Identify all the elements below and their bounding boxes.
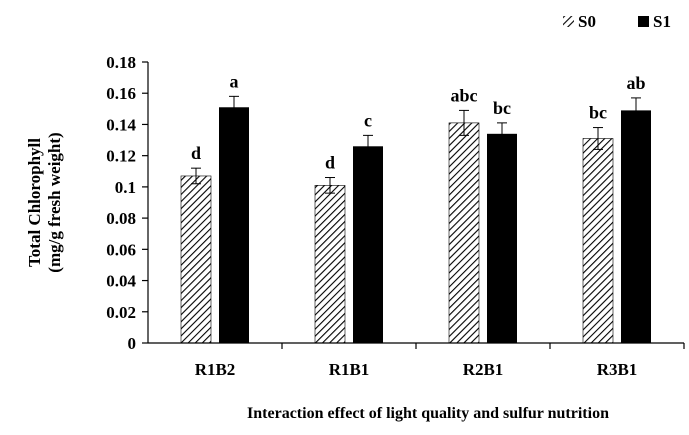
y-tick-label: 0.12	[106, 147, 136, 166]
significance-letter: abc	[451, 85, 478, 105]
significance-letter: ab	[626, 73, 645, 93]
y-axis-title-line: (mg/g fresh weight)	[45, 132, 64, 272]
legend-swatch-s0	[563, 16, 574, 27]
y-tick-label: 0	[128, 334, 137, 353]
bar-s0-r1b1	[314, 185, 346, 344]
x-category-label: R1B1	[329, 360, 370, 379]
y-axis-title-line: Total Chlorophyll	[25, 138, 44, 267]
significance-letter: d	[325, 153, 335, 173]
y-tick-label: 0.04	[106, 272, 136, 291]
x-category-label: R3B1	[597, 360, 638, 379]
bar-s1-r3b1	[621, 110, 651, 344]
bar-s1-r2b1	[487, 133, 517, 343]
legend-label-s0: S0	[578, 12, 596, 31]
significance-letter: bc	[493, 98, 511, 118]
significance-letter: d	[191, 143, 201, 163]
y-tick-label: 0.16	[106, 84, 136, 103]
x-axis-title: Interaction effect of light quality and …	[247, 405, 609, 422]
y-tick-label: 0.08	[106, 209, 136, 228]
legend-swatch-s1	[638, 16, 649, 27]
bar-s1-r1b2	[219, 107, 249, 344]
significance-letter: a	[230, 71, 239, 91]
bar-s1-r1b1	[353, 146, 383, 343]
x-category-label: R2B1	[463, 360, 504, 379]
y-tick-label: 0.02	[106, 303, 136, 322]
bar-s0-r1b2	[180, 175, 212, 344]
x-category-label: R1B2	[195, 360, 236, 379]
y-tick-label: 0.06	[106, 240, 136, 259]
bar-s0-r2b1	[448, 122, 480, 344]
y-axis-title: Total Chlorophyll(mg/g fresh weight)	[25, 132, 64, 272]
y-tick-label: 0.18	[106, 53, 136, 72]
bar-s0-r3b1	[582, 138, 614, 344]
significance-letter: c	[364, 110, 372, 130]
y-tick-label: 0.14	[106, 115, 136, 134]
legend-label-s1: S1	[653, 12, 671, 31]
significance-letter: bc	[589, 103, 607, 123]
y-tick-label: 0.1	[115, 178, 136, 197]
